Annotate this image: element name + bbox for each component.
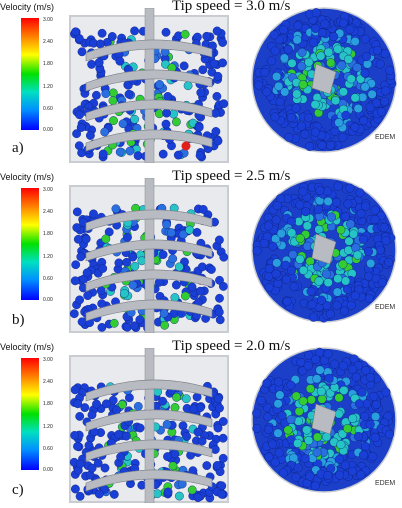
colorbar-tick: 0.60 — [43, 106, 53, 112]
colorbar-tick: 0.60 — [43, 276, 53, 282]
colorbar — [21, 188, 39, 300]
colorbar-tick: 1.20 — [43, 84, 53, 90]
edem-watermark: EDEM — [375, 304, 396, 311]
mixer-side-view — [69, 178, 229, 333]
panel-title: Tip speed = 2.5 m/s — [172, 168, 291, 184]
colorbar-tick: 1.80 — [43, 401, 53, 407]
colorbar-tick: 3.00 — [43, 187, 53, 193]
edem-watermark: EDEM — [375, 480, 396, 487]
colorbar-tick: 2.40 — [43, 379, 53, 385]
colorbar-tick: 2.40 — [43, 209, 53, 215]
colorbar-tick: 3.00 — [43, 17, 53, 23]
panel-label: c) — [12, 482, 24, 498]
colorbar-tick: 1.20 — [43, 254, 53, 260]
colorbar — [21, 358, 39, 470]
panel-label: a) — [12, 140, 24, 156]
mixer-top-view — [251, 7, 397, 153]
mixer-side-view — [69, 348, 229, 503]
colorbar-tick: 1.20 — [43, 424, 53, 430]
colorbar-tick: 0.60 — [43, 446, 53, 452]
panel-b: Velocity (m/s) 3.00 2.40 1.80 1.20 0.60 … — [0, 168, 402, 338]
colorbar-tick: 1.80 — [43, 61, 53, 67]
colorbar-title: Velocity (m/s) — [0, 2, 55, 12]
mixer-top-view — [251, 177, 397, 323]
colorbar-tick: 2.40 — [43, 39, 53, 45]
colorbar-title: Velocity (m/s) — [0, 172, 55, 182]
panel-title: Tip speed = 2.0 m/s — [172, 338, 291, 354]
colorbar-title: Velocity (m/s) — [0, 342, 55, 352]
colorbar-tick: 1.80 — [43, 231, 53, 237]
colorbar-tick: 0.00 — [43, 127, 53, 133]
panel-title: Tip speed = 3.0 m/s — [172, 0, 291, 14]
panel-c: Velocity (m/s) 3.00 2.40 1.80 1.20 0.60 … — [0, 338, 402, 508]
panel-a: Velocity (m/s) 3.00 2.40 1.80 1.20 0.60 … — [0, 0, 402, 168]
colorbar-tick: 0.00 — [43, 467, 53, 473]
mixer-side-view — [69, 8, 229, 163]
colorbar — [21, 18, 39, 130]
panel-label: b) — [12, 312, 25, 328]
mixer-top-view — [251, 347, 397, 493]
edem-watermark: EDEM — [375, 134, 396, 141]
colorbar-tick: 3.00 — [43, 357, 53, 363]
colorbar-tick: 0.00 — [43, 297, 53, 303]
